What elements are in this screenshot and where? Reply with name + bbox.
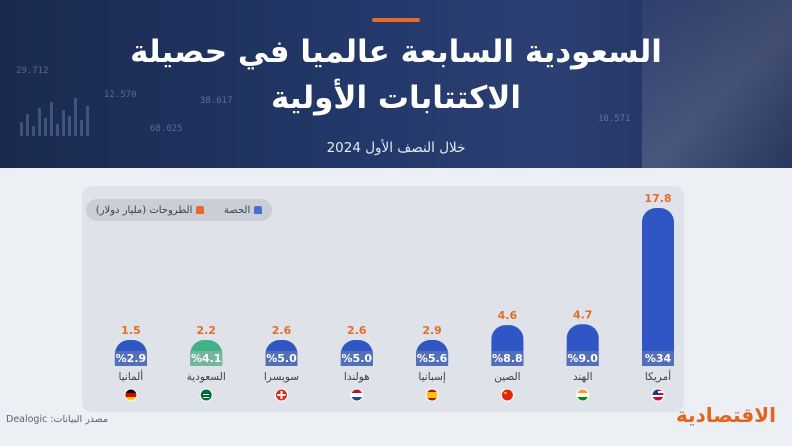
china-flag-icon [500, 388, 514, 402]
offerings-swatch-icon [196, 206, 205, 214]
spain-flag-icon [425, 388, 439, 402]
share-label: %8.8 [492, 352, 523, 365]
netherlands-flag-icon [350, 388, 364, 402]
share-swatch-icon [254, 206, 263, 214]
category-label: ألمانيا [119, 369, 144, 383]
us-flag-icon [651, 388, 665, 402]
value-label: 2.2 [196, 324, 216, 337]
legend-item-offerings: الطروحات (مليار دولار) [96, 205, 205, 216]
decor-number: 38.617 [200, 96, 233, 106]
decor-number: 10.571 [598, 114, 631, 124]
category-label: الهند [573, 371, 593, 383]
accent-line [372, 18, 420, 22]
page-title: السعودية السابعة عالميا في حصيلة [130, 34, 662, 70]
share-band [114, 351, 147, 366]
bar [642, 208, 674, 366]
chart-legend: الحصة الطروحات (مليار دولار) [86, 199, 272, 221]
data-source: مصدر البيانات: Dealogic [6, 414, 109, 425]
category-label: أمريكا [645, 369, 671, 383]
share-band [491, 351, 524, 366]
category-label: السعودية [187, 371, 226, 383]
share-label: %4.1 [191, 352, 222, 365]
share-label: %5.0 [342, 352, 373, 365]
legend-label-offerings: الطروحات (مليار دولار) [95, 204, 193, 216]
category-label: الصين [494, 371, 520, 383]
category-label: إسبانيا [418, 371, 445, 383]
page-subtitle: خلال النصف الأول 2024 [326, 140, 466, 156]
share-band [566, 351, 599, 366]
publisher-logo: الاقتصادية [675, 403, 776, 427]
saudi-flag-icon [199, 388, 213, 402]
category-label: هولندا [344, 371, 370, 383]
value-label: 1.5 [121, 324, 141, 337]
value-label: 17.8 [644, 192, 671, 205]
share-label: %2.9 [116, 352, 147, 365]
value-label: 4.7 [573, 308, 593, 321]
decor-number: 12.570 [104, 90, 137, 100]
share-label: %34 [645, 352, 672, 365]
value-label: 2.6 [347, 324, 367, 337]
header-banner: 29.712 12.570 38.617 10.571 68.025 السعو… [0, 0, 792, 168]
chart-panel [82, 186, 684, 412]
share-label: %5.6 [417, 352, 448, 365]
germany-flag-icon [124, 388, 138, 402]
legend-item-share: الحصة [223, 204, 263, 216]
decor-bars [20, 98, 89, 136]
share-label: %9.0 [567, 352, 598, 365]
share-band [340, 351, 373, 366]
share-band [416, 351, 449, 366]
category-label: سويسرا [264, 371, 299, 383]
share-band [265, 351, 298, 366]
value-label: 2.9 [422, 324, 442, 337]
share-band [190, 351, 223, 366]
legend-label-share: الحصة [223, 204, 251, 216]
switzerland-flag-icon [275, 388, 288, 402]
value-label: 2.6 [272, 324, 292, 337]
page-title-line2: الاكتتابات الأولية [271, 80, 521, 116]
india-flag-icon [576, 388, 590, 402]
decor-number: 68.025 [150, 124, 183, 134]
building-graphic [642, 0, 792, 168]
share-label: %5.0 [266, 352, 297, 365]
value-label: 4.6 [498, 309, 518, 322]
share-band [642, 351, 674, 366]
decor-number: 29.712 [16, 66, 49, 76]
